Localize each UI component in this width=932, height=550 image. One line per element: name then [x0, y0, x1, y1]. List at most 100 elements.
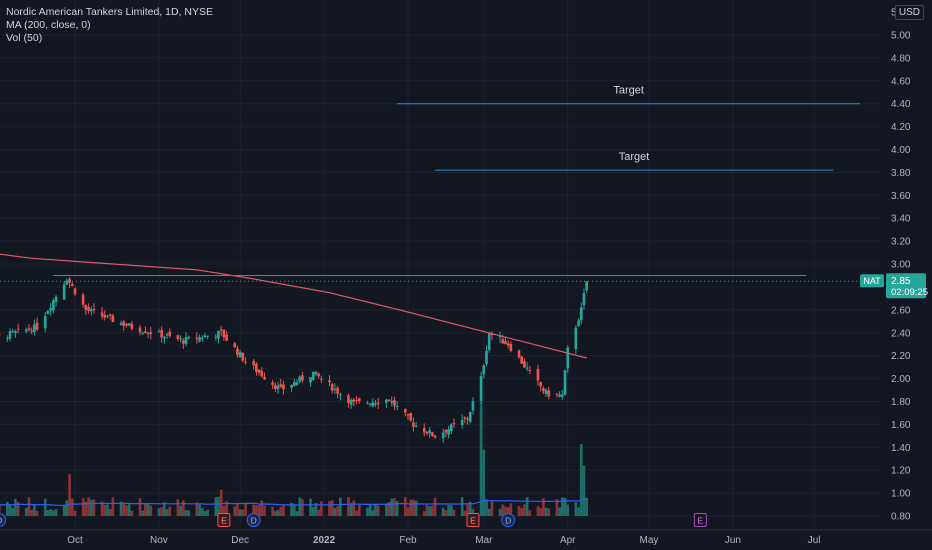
- y-tick-label: 1.60: [891, 420, 911, 431]
- volume-bar: [520, 508, 524, 516]
- ma-legend[interactable]: MA (200, close, 0): [6, 19, 91, 31]
- volume-bar: [498, 508, 502, 516]
- volume-bar: [35, 510, 39, 516]
- volume-bar: [376, 505, 380, 516]
- candle-body: [255, 363, 258, 372]
- volume-bar: [579, 444, 583, 516]
- candle-body: [471, 401, 475, 411]
- candle-body: [165, 334, 169, 336]
- candle-body: [447, 429, 450, 435]
- volume-bar: [471, 509, 475, 516]
- candle-body: [487, 333, 491, 351]
- candle-body: [509, 344, 513, 351]
- y-tick-label: 3.40: [891, 214, 911, 225]
- candle-body: [414, 426, 418, 428]
- volume-bar: [317, 509, 320, 516]
- candle-body: [89, 309, 93, 312]
- volume-bar: [195, 502, 199, 516]
- volume-bar: [160, 507, 163, 516]
- candle-body: [103, 314, 107, 318]
- candle-body: [485, 350, 488, 364]
- candle-body: [73, 288, 77, 295]
- volume-bar: [176, 499, 180, 516]
- y-tick-label: 3.60: [891, 191, 911, 202]
- dividend-marker: [246, 513, 261, 527]
- volume-bar: [130, 510, 134, 516]
- candle-body: [422, 428, 426, 433]
- candle-body: [244, 361, 247, 363]
- volume-bar: [528, 510, 532, 516]
- candle-body: [214, 336, 218, 338]
- volume-bar: [219, 489, 223, 516]
- candle-body: [347, 395, 350, 404]
- candle-body: [393, 400, 396, 406]
- candle-body: [295, 382, 299, 385]
- candle-body: [276, 385, 280, 390]
- candle-body: [490, 333, 494, 335]
- candle-body: [203, 335, 207, 338]
- candle-body: [141, 332, 145, 334]
- candle-body: [168, 331, 172, 336]
- candle-body: [238, 351, 242, 358]
- candle-body: [127, 323, 131, 326]
- candle-body: [14, 331, 17, 334]
- volume-bar: [585, 497, 589, 516]
- candle-body: [33, 324, 36, 333]
- candle-body: [27, 328, 31, 330]
- volume-bar: [168, 506, 172, 516]
- candle-body: [520, 356, 524, 364]
- y-tick-label: 4.80: [891, 53, 911, 64]
- candle-body: [241, 352, 245, 361]
- candle-body: [149, 332, 153, 334]
- volume-bar: [406, 507, 410, 516]
- volume-bar: [203, 511, 207, 516]
- volume-bar: [157, 508, 161, 516]
- candle-body: [81, 294, 85, 305]
- volume-bar: [387, 502, 391, 516]
- volume-legend[interactable]: Vol (50): [6, 32, 43, 44]
- x-tick-label: Nov: [150, 535, 168, 546]
- symbol-legend[interactable]: Nordic American Tankers Limited, 1D, NYS…: [6, 6, 213, 18]
- candle-body: [506, 343, 510, 346]
- volume-bar: [198, 504, 201, 516]
- volume-bar: [490, 500, 494, 516]
- volume-bar: [233, 506, 237, 516]
- earnings-marker-label: E: [221, 516, 227, 526]
- currency-badge[interactable]: USD: [894, 5, 924, 20]
- volume-bar: [582, 465, 586, 516]
- volume-bar: [547, 508, 551, 516]
- price-tag-value: 2.85: [891, 276, 911, 287]
- volume-bar: [328, 501, 331, 516]
- volume-bar: [444, 510, 448, 516]
- y-tick-label: 2.20: [891, 351, 911, 362]
- volume-bar: [5, 501, 9, 516]
- candle-body: [517, 350, 521, 358]
- volume-bar: [414, 500, 418, 516]
- candle-body: [184, 337, 188, 344]
- candle-body: [525, 367, 529, 369]
- dividend-marker-label: D: [251, 516, 257, 526]
- candle-body: [252, 361, 256, 366]
- volume-bar: [165, 509, 169, 516]
- candle-body: [163, 336, 166, 339]
- candle-body: [298, 376, 302, 382]
- candle-body: [43, 315, 47, 329]
- candle-body: [566, 347, 570, 369]
- volume-bar: [523, 504, 526, 516]
- x-tick-label: May: [639, 535, 658, 546]
- volume-bar: [352, 500, 356, 516]
- volume-bar: [236, 503, 239, 516]
- candle-body: [368, 403, 372, 405]
- volume-bar: [558, 507, 561, 516]
- x-tick-label: Feb: [399, 535, 417, 546]
- y-tick-label: 4.40: [891, 99, 911, 110]
- candle-body: [371, 402, 375, 407]
- candle-body: [560, 394, 564, 397]
- volume-bar: [89, 499, 93, 516]
- candle-body: [390, 400, 394, 403]
- candle-body: [301, 375, 304, 381]
- volume-bar: [0, 504, 1, 516]
- candle-body: [130, 323, 134, 329]
- volume-bar: [263, 505, 266, 516]
